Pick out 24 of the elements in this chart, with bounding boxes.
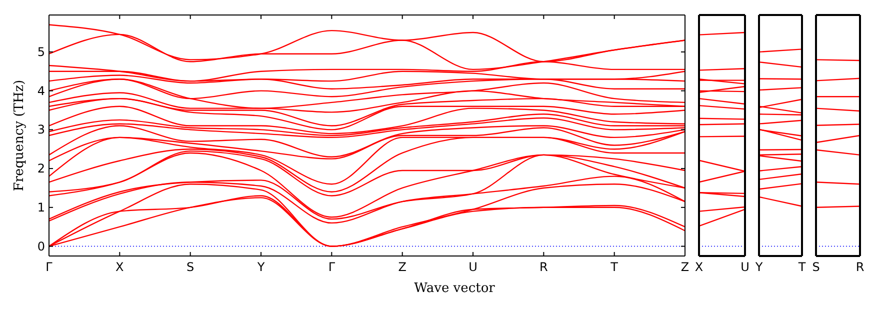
- y-tick-label: 5: [37, 44, 45, 59]
- x-tick-label: Γ: [46, 260, 53, 274]
- x-tick-label: S: [812, 260, 820, 274]
- y-tick-label: 3: [37, 122, 45, 137]
- x-tick-label: Z: [680, 260, 690, 274]
- x-tick-label: U: [740, 260, 750, 274]
- x-tick-label: U: [468, 260, 478, 274]
- x-axis-title: Wave vector: [414, 281, 496, 296]
- x-tick-label: S: [186, 260, 194, 274]
- x-tick-label: Y: [256, 260, 266, 274]
- y-tick-label: 1: [37, 200, 45, 214]
- y-tick-label: 4: [37, 84, 45, 98]
- x-tick-label: Γ: [328, 260, 336, 274]
- x-tick-label: Y: [754, 260, 764, 274]
- x-tick-label: T: [797, 260, 806, 274]
- y-tick-label: 0: [37, 239, 45, 254]
- x-tick-label: R: [539, 260, 548, 274]
- x-tick-label: T: [610, 260, 619, 274]
- x-tick-label: R: [856, 260, 864, 274]
- y-tick-label: 2: [37, 162, 45, 176]
- x-tick-label: Z: [398, 260, 406, 274]
- x-tick-label: X: [694, 260, 704, 274]
- x-tick-label: X: [116, 260, 124, 274]
- y-axis-title: Frequency (THz): [12, 80, 27, 192]
